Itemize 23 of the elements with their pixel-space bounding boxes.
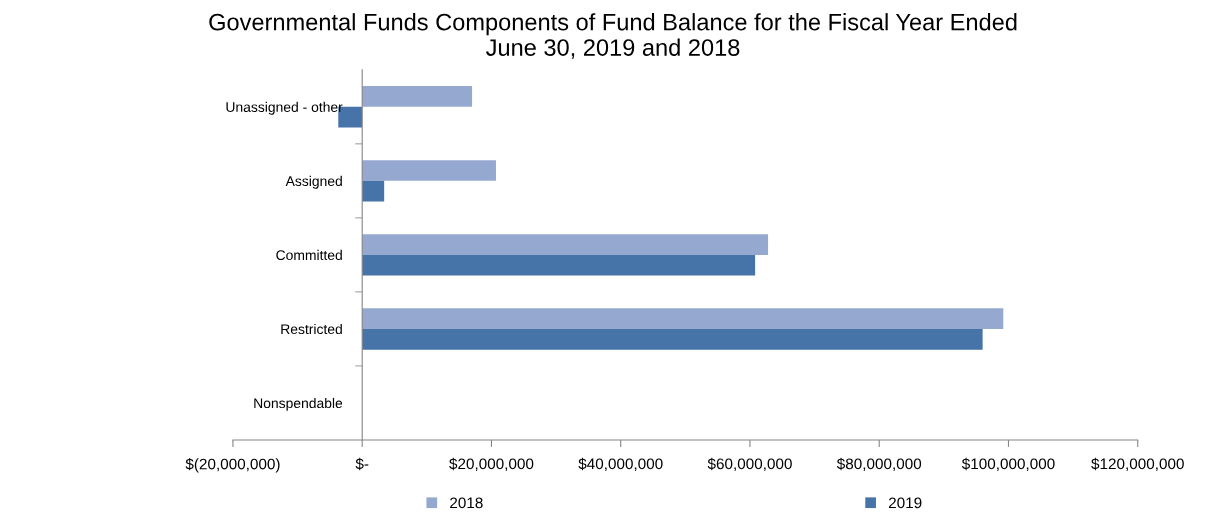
x-tick-label: $120,000,000	[1091, 457, 1184, 472]
legend-label: 2019	[888, 497, 922, 509]
bar	[362, 328, 983, 350]
bar	[362, 160, 496, 181]
chart-title: Governmental Funds Components of Fund Balance for the Fiscal Year Ended June 30, 2019 and 2018	[209, 13, 1017, 59]
x-tick-label: $20,000,000	[449, 457, 534, 472]
bar	[362, 234, 769, 255]
x-tick-label: $80,000,000	[836, 457, 922, 472]
x-tick-label: $-	[355, 457, 369, 471]
bar	[362, 308, 1004, 329]
y-tick-label: Unassigned - other	[226, 101, 343, 115]
x-tick-label: $60,000,000	[707, 457, 792, 472]
y-tick-label: Assigned	[285, 175, 342, 189]
bar	[362, 86, 473, 107]
x-tick-label: $40,000,000	[578, 457, 663, 472]
bar	[362, 254, 756, 276]
y-tick-label: Restricted	[281, 323, 342, 335]
y-tick-label: Committed	[276, 249, 342, 261]
bar	[362, 180, 385, 202]
x-tick-label: $100,000,000	[961, 457, 1055, 472]
x-tick-label: $(20,000,000)	[185, 458, 280, 473]
y-tick-label: Nonspendable	[254, 397, 343, 411]
legend-label: 2018	[450, 497, 483, 509]
